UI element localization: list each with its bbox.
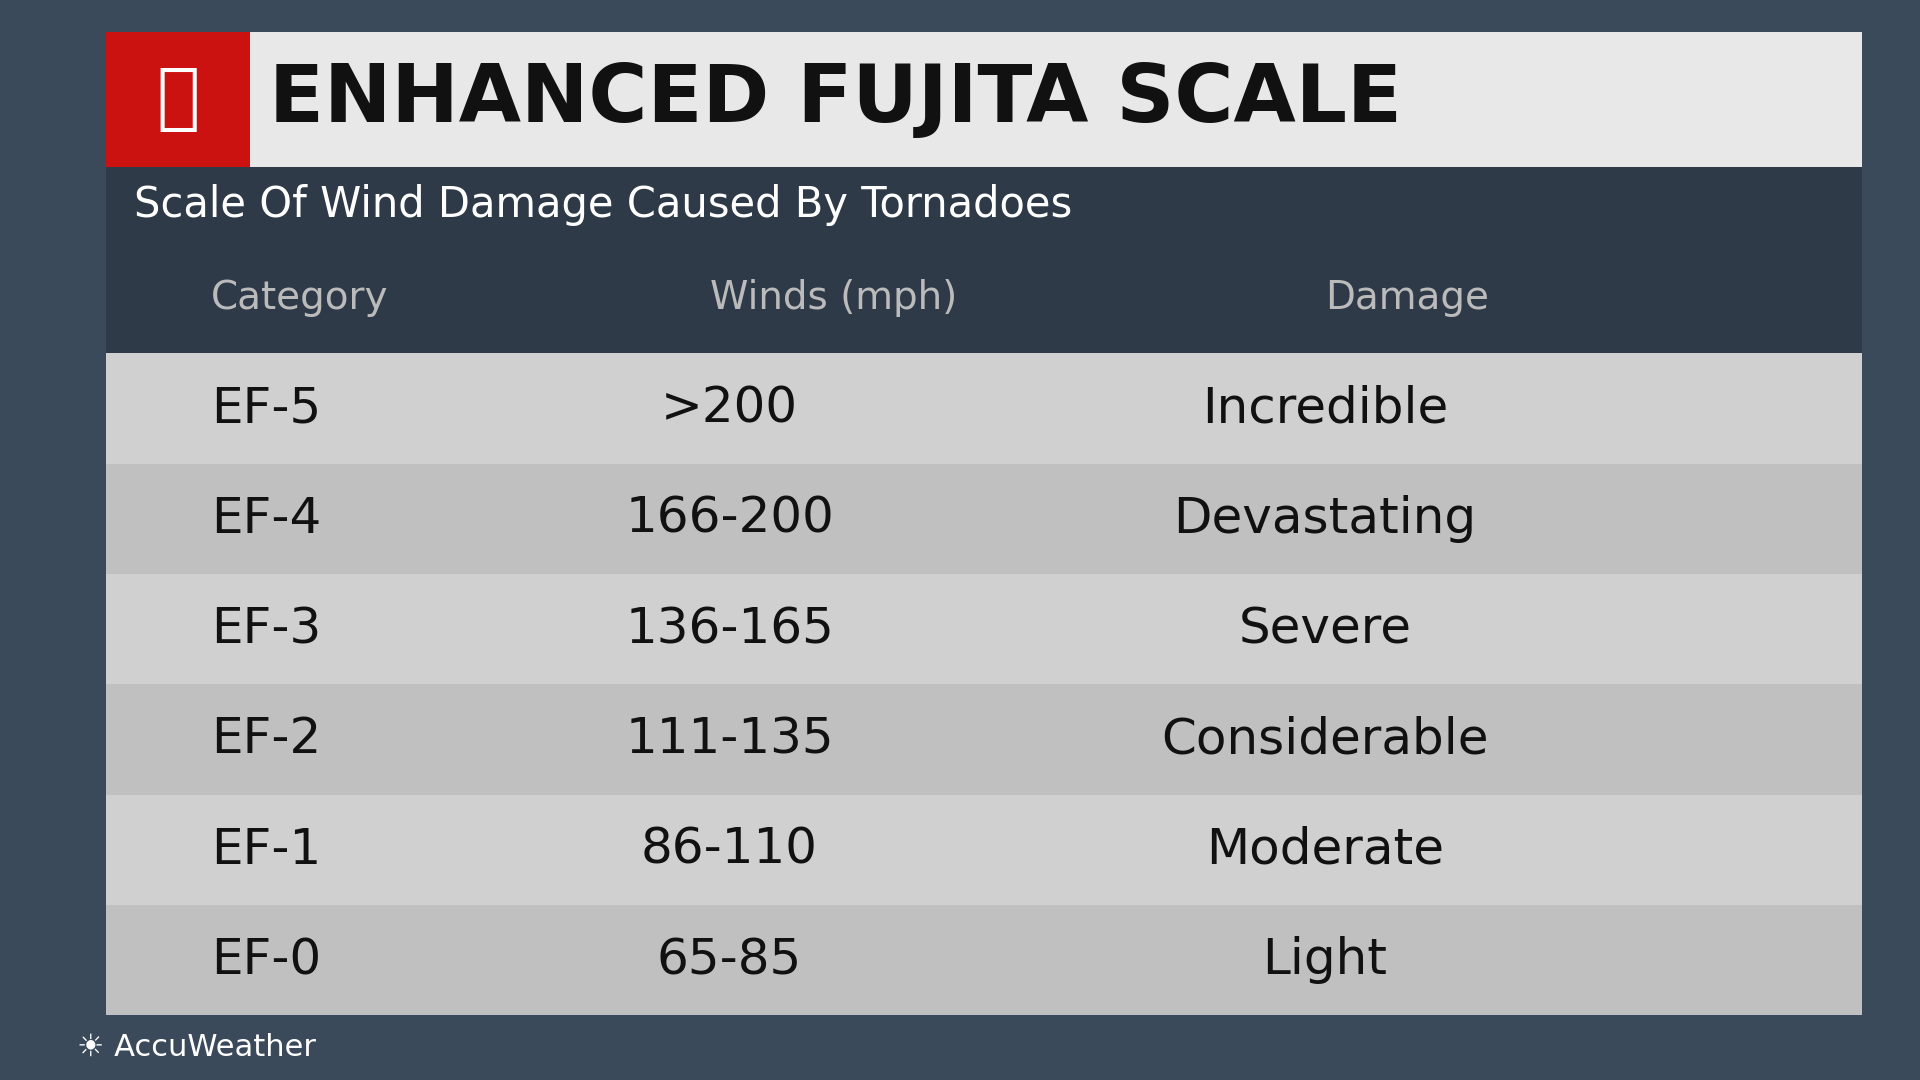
- FancyBboxPatch shape: [106, 353, 1862, 463]
- FancyBboxPatch shape: [106, 685, 1862, 795]
- Text: Devastating: Devastating: [1173, 495, 1476, 543]
- FancyBboxPatch shape: [106, 905, 1862, 1015]
- FancyBboxPatch shape: [106, 463, 1862, 573]
- Text: 🌪: 🌪: [156, 66, 200, 134]
- FancyBboxPatch shape: [106, 795, 1862, 905]
- Text: >200: >200: [660, 384, 799, 432]
- Text: 136-165: 136-165: [626, 605, 833, 653]
- Text: Category: Category: [211, 279, 388, 318]
- Text: Incredible: Incredible: [1202, 384, 1448, 432]
- Text: 86-110: 86-110: [641, 826, 818, 874]
- Text: 111-135: 111-135: [626, 715, 833, 764]
- Text: Damage: Damage: [1325, 279, 1488, 318]
- FancyBboxPatch shape: [106, 243, 1862, 353]
- Text: EF-0: EF-0: [211, 936, 321, 984]
- Text: 166-200: 166-200: [626, 495, 833, 543]
- Text: EF-4: EF-4: [211, 495, 321, 543]
- Text: Moderate: Moderate: [1206, 826, 1444, 874]
- Text: ☀ AccuWeather: ☀ AccuWeather: [77, 1034, 315, 1062]
- Text: Light: Light: [1261, 936, 1388, 984]
- Text: EF-1: EF-1: [211, 826, 321, 874]
- Text: EF-5: EF-5: [211, 384, 321, 432]
- Text: Winds (mph): Winds (mph): [710, 279, 958, 318]
- Text: ENHANCED FUJITA SCALE: ENHANCED FUJITA SCALE: [269, 60, 1402, 139]
- Text: Considerable: Considerable: [1162, 715, 1488, 764]
- Text: 65-85: 65-85: [657, 936, 803, 984]
- FancyBboxPatch shape: [106, 167, 1862, 243]
- FancyBboxPatch shape: [106, 32, 250, 167]
- Text: EF-2: EF-2: [211, 715, 321, 764]
- FancyBboxPatch shape: [106, 32, 1862, 167]
- Text: EF-3: EF-3: [211, 605, 321, 653]
- FancyBboxPatch shape: [106, 573, 1862, 685]
- Text: Severe: Severe: [1238, 605, 1411, 653]
- Text: Scale Of Wind Damage Caused By Tornadoes: Scale Of Wind Damage Caused By Tornadoes: [134, 185, 1073, 226]
